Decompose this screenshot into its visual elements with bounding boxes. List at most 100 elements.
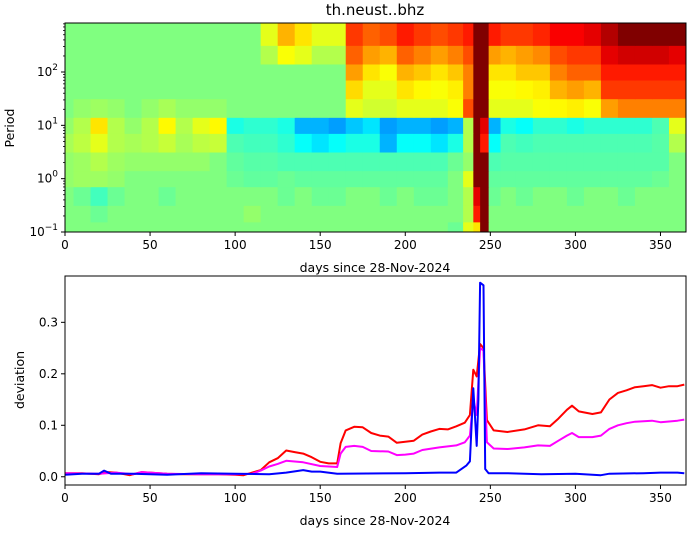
bottom-x-axis-label: days since 28-Nov-2024 [300,513,451,528]
heatmap-cell [488,117,502,134]
heatmap-cell [566,63,585,81]
heatmap-cell [583,98,602,118]
heatmap-cell [141,45,160,65]
heatmap-cell [617,80,636,100]
heatmap-cell [141,152,160,172]
top-x-tick-label: 150 [309,238,332,252]
heatmap-cell [277,170,296,188]
heatmap-cell [192,80,211,100]
heatmap-cell [549,98,568,118]
heatmap-cell [209,170,228,188]
heatmap-cell [141,80,160,100]
heatmap-cell [413,186,432,206]
heatmap-cell [396,186,415,206]
heatmap-cell [473,170,481,188]
heatmap-cell [260,80,279,100]
heatmap-cell [473,133,481,153]
heatmap-cell [473,80,481,100]
heatmap-cell [192,205,211,223]
heatmap-cell [141,221,160,233]
heatmap-cell [480,63,490,81]
heatmap-cell [328,117,347,134]
heatmap-cell [651,23,670,46]
heatmap-cell [73,152,92,172]
heatmap-cell [175,133,194,153]
heatmap-cell [500,221,517,233]
heatmap-cell [379,186,398,206]
heatmap-cell [294,117,313,134]
heatmap-cell [260,63,279,81]
heatmap-cell [549,221,568,233]
heatmap-cell [175,63,194,81]
heatmap-cell [294,186,313,206]
heatmap-cell [90,45,109,65]
heatmap-cell [634,133,653,153]
heatmap-cell [651,221,670,233]
heatmap-cell [294,152,313,172]
heatmap-cell [413,80,432,100]
heatmap-cell [379,23,398,46]
heatmap-cell [447,170,464,188]
heatmap-cell [345,221,364,233]
bottom-axis-ticks: 0 50 100 150 200 250 300 350 0.0 0.1 0.2 0.3 [39,315,672,505]
heatmap-cell [668,45,687,65]
heatmap-cell [209,45,228,65]
heatmap-cell [515,23,534,46]
heatmap-cell [328,45,347,65]
heatmap-cell [124,23,143,46]
heatmap-cell [617,98,636,118]
heatmap-cell [413,133,432,153]
heatmap-cell [488,133,502,153]
heatmap-cell [158,80,177,100]
heatmap-cell [158,63,177,81]
heatmap-cell [345,133,364,153]
bottom-axes-frame [64,275,687,486]
heatmap-cell [362,80,381,100]
heatmap-cell [192,23,211,46]
heatmap-cell [158,98,177,118]
heatmap-cell [362,186,381,206]
heatmap-cell [600,63,619,81]
heatmap-cell [463,152,474,172]
heatmap-cell [480,80,490,100]
top-x-tick-label: 200 [394,238,417,252]
heatmap-cell [73,221,92,233]
heatmap-cell [532,98,551,118]
series-line-1 [64,347,685,476]
heatmap-cell [124,80,143,100]
heatmap-cell [209,133,228,153]
heatmap-cell [294,45,313,65]
heatmap-cell [209,63,228,81]
heatmap-cell [668,205,687,223]
heatmap-cell [413,221,432,233]
heatmap-cell [549,80,568,100]
heatmap-cell [294,80,313,100]
heatmap-cell [345,186,364,206]
heatmap-cell [600,98,619,118]
heatmap-cell [379,98,398,118]
heatmap-cell [600,152,619,172]
heatmap-cell [500,152,517,172]
heatmap-cell [500,98,517,118]
heatmap-cell [480,205,490,223]
heatmap-cell [396,98,415,118]
heatmap-cell [345,23,364,46]
heatmap-cell [158,221,177,233]
line-series [64,281,685,477]
heatmap-cell [480,152,490,172]
heatmap-cell [226,45,245,65]
heatmap-cell [515,221,534,233]
heatmap-cell [500,170,517,188]
heatmap-cell [430,170,449,188]
heatmap-cell [488,98,502,118]
heatmap-cell [260,221,279,233]
heatmap-cell [617,186,636,206]
heatmap-cell [243,98,262,118]
heatmap-cell [260,98,279,118]
heatmap-cell [583,186,602,206]
heatmap-cell [73,117,92,134]
heatmap-cell [634,23,653,46]
heatmap-cell [90,205,109,223]
heatmap-cell [175,98,194,118]
heatmap-cell [209,186,228,206]
